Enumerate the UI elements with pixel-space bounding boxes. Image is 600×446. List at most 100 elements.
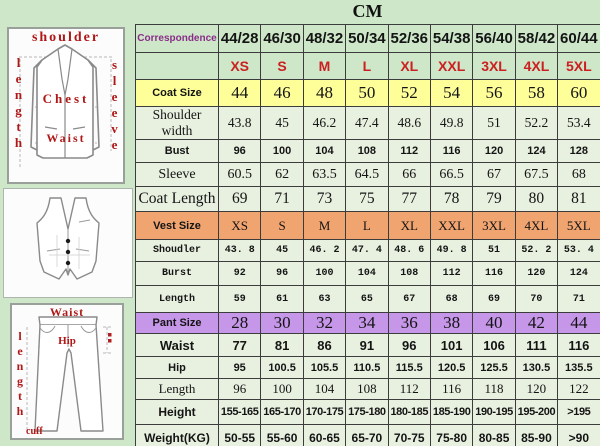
cell: 47. 4 [345,239,389,262]
cell: 104 [345,261,389,286]
cell: 75 [345,186,389,212]
cell: 55-60 [260,424,304,446]
cell: 190-195 [472,399,516,425]
cell: 3XL [472,52,516,80]
cell: 48/32 [302,24,347,53]
cell: 91 [345,333,389,357]
jacket-length-label: length [11,55,26,151]
cell: >90 [557,424,600,446]
cell: 92 [217,261,262,286]
pants-figure: Waist length Hip cuff [10,303,124,440]
jacket-chest-label: Chest [42,91,90,106]
row-label: Pant Size [135,312,219,334]
row-label: Vest Size [135,211,219,240]
table-row: Height 155-165 165-170 170-175 175-180 180-18… [135,399,600,425]
jacket-sketch [19,44,113,167]
cell: 115.5 [387,356,431,379]
table-row: Burst 92 96 100 104 108 112 116 120 124 [135,261,600,286]
cell: 5XL [557,211,600,240]
cell: >195 [557,399,600,425]
cell: 51 [472,106,516,140]
pants-cuff-label: cuff [26,426,43,437]
cell: 67 [472,162,516,187]
cell: 108 [345,139,389,163]
cell: 80-85 [472,424,516,446]
cell: 3XL [472,211,516,240]
cell: 43.8 [217,106,262,140]
cell: 36 [387,312,431,334]
cell: 28 [217,312,262,334]
cell: 95 [217,356,262,379]
cell: 50-55 [217,424,262,446]
row-label [135,52,219,80]
cell: 112 [387,378,431,400]
cell: 120.5 [429,356,474,379]
cell: 46.2 [302,106,347,140]
row-label: Length [135,378,219,400]
table-row: Weight(KG) 50-55 55-60 60-65 65-70 70-75 75-80… [135,424,600,446]
cell: 68 [557,162,600,187]
cell: 69 [217,186,262,212]
cell: 120 [472,139,516,163]
row-label: Hip [135,356,219,379]
jacket-sleeve-label: sleeve [107,57,122,153]
cell: 78 [429,186,474,212]
table-row: Sleeve 60.5 62 63.5 64.5 66 66.5 67 67.5 68 [135,162,600,187]
row-label: Height [135,399,219,425]
cell: 81 [260,333,304,357]
vest-sketch [36,197,100,280]
cell: 100 [260,378,304,400]
cell: 65 [345,285,389,313]
row-label: Shoudler [135,239,219,262]
table-row: Shoudler 43. 8 45 46. 2 47. 4 48. 6 49. 8 51 52.… [135,239,600,262]
cell: 180-185 [387,399,431,425]
pants-length-label: length [13,329,27,419]
row-label: Bust [135,139,219,163]
cell: XS [217,211,262,240]
cell: 52/36 [387,24,431,53]
cell: 69 [472,285,516,313]
cell: 60/44 [557,24,600,53]
cell: 44/28 [217,24,262,53]
table-row: Vest Size XS S M L XL XXL 3XL 4XL 5XL [135,211,600,240]
cell: 70-75 [387,424,431,446]
cell: 49. 8 [429,239,474,262]
table-row: XS S M L XL XXL 3XL 4XL 5XL [135,52,600,80]
cell: 30 [260,312,304,334]
cell: 56/40 [472,24,516,53]
cell: 66.5 [429,162,474,187]
cell: 60-65 [302,424,347,446]
cell: 185-190 [429,399,474,425]
cell: 106 [472,333,516,357]
cell: 47.4 [345,106,389,140]
cell: 32 [302,312,347,334]
cell: 77 [387,186,431,212]
cell: L [345,52,389,80]
cell: 108 [387,261,431,286]
cell: 125.5 [472,356,516,379]
cell: 34 [345,312,389,334]
cell: 52 [387,79,431,107]
cell: 63 [302,285,347,313]
cell: 79 [472,186,516,212]
cell: 104 [302,139,347,163]
table-row: Length 96 100 104 108 112 116 118 120 122 [135,378,600,400]
row-label: Sleeve [135,162,219,187]
cell: 170-175 [302,399,347,425]
cell: XS [217,52,262,80]
cell: XL [387,211,431,240]
cell: 50 [345,79,389,107]
size-table: Correspondence 44/28 46/30 48/32 50/34 52/36 5… [135,24,600,446]
row-label: Burst [135,261,219,286]
cell: 65-70 [345,424,389,446]
cell: 50/34 [345,24,389,53]
pants-hip-label: Hip [58,335,76,347]
cell: 80 [514,186,559,212]
cell: 58 [514,79,559,107]
cell: 70 [514,285,559,313]
cell: M [302,211,347,240]
cell: 96 [387,333,431,357]
cell: 59 [217,285,262,313]
table-row: Hip 95 100.5 105.5 110.5 115.5 120.5 125.5 130.5… [135,356,600,379]
table-row: Coat Size 44 46 48 50 52 54 56 58 60 [135,79,600,107]
